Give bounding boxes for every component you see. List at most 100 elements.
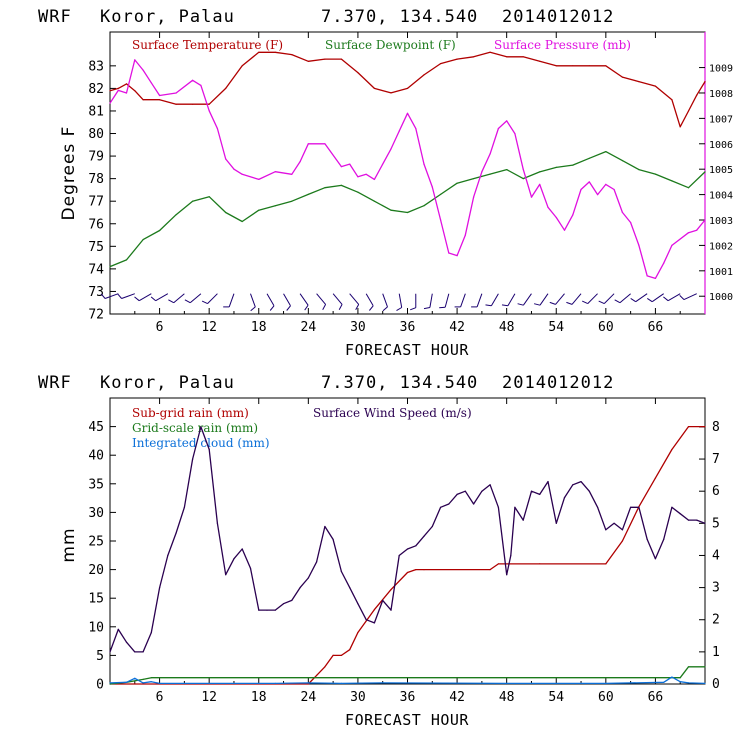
data-point-surface-wind-speed-m-s <box>687 519 690 521</box>
data-point-surface-dewpoint-f <box>142 239 144 241</box>
y-tick-label: 10 <box>88 620 104 635</box>
x-tick-label: 12 <box>201 320 217 335</box>
wind-barb-shaft <box>382 293 388 308</box>
data-point-surface-wind-speed-m-s <box>630 506 632 508</box>
data-point-surface-dewpoint-f <box>489 173 491 175</box>
data-point-sub-grid-rain-mm <box>605 563 607 565</box>
data-point-integrated-cloud-mm <box>142 682 144 684</box>
data-point-surface-wind-speed-m-s <box>506 574 508 576</box>
data-point-sub-grid-rain-mm <box>415 569 417 571</box>
y-tick-label: 5 <box>96 649 104 664</box>
data-point-surface-pressure-mb <box>473 196 475 198</box>
series-line-surface-pressure-mb <box>109 59 706 280</box>
wind-barb-flag <box>250 306 256 312</box>
wind-barb <box>150 293 169 302</box>
wind-barb-shaft <box>619 293 631 304</box>
data-point-surface-wind-speed-m-s <box>646 538 648 541</box>
data-point-surface-pressure-mb <box>530 196 533 198</box>
data-point-surface-wind-speed-m-s <box>109 651 111 653</box>
data-point-sub-grid-rain-mm <box>704 426 706 428</box>
wind-barb-flag <box>439 306 446 309</box>
data-point-sub-grid-rain-mm <box>687 426 690 428</box>
header-location: Koror, Palau <box>100 373 235 393</box>
series-line-sub-grid-rain-mm <box>110 425 705 685</box>
data-point-surface-temperature-f <box>638 81 640 83</box>
data-point-surface-wind-speed-m-s <box>340 570 342 573</box>
data-point-integrated-cloud-mm <box>671 676 673 678</box>
x-tick-label: 18 <box>251 320 267 335</box>
wind-barb-shaft <box>299 293 309 306</box>
data-point-surface-wind-speed-m-s <box>456 493 458 495</box>
wind-barb <box>679 293 697 301</box>
wind-barb-flag <box>598 300 605 305</box>
data-point-surface-temperature-f <box>291 54 293 56</box>
data-point-surface-dewpoint-f <box>539 171 541 173</box>
data-point-surface-wind-speed-m-s <box>167 554 169 557</box>
y-tick-label: 81 <box>88 104 104 119</box>
data-point-surface-temperature-f <box>109 90 111 92</box>
data-point-surface-wind-speed-m-s <box>316 561 318 563</box>
data-point-surface-dewpoint-f <box>307 193 309 195</box>
wind-barb <box>332 293 343 310</box>
y-tick-label: 79 <box>88 150 104 165</box>
wind-barb-flag <box>117 293 122 299</box>
data-point-surface-dewpoint-f <box>473 178 475 180</box>
wind-barb <box>100 293 119 299</box>
wind-barb-flag <box>501 304 508 307</box>
x-tick-label: 6 <box>156 690 164 705</box>
y2-tick-label: 1009 <box>709 64 733 75</box>
data-point-surface-dewpoint-f <box>704 171 706 173</box>
data-point-surface-temperature-f <box>225 87 227 89</box>
wind-barb-shaft <box>490 293 499 307</box>
wind-barb-flag <box>100 293 106 299</box>
data-point-sub-grid-rain-mm <box>349 649 351 651</box>
data-point-integrated-cloud-mm <box>382 682 384 684</box>
data-point-surface-pressure-mb <box>464 234 466 236</box>
y-axis-title: Degrees F <box>59 126 79 221</box>
data-point-surface-wind-speed-m-s <box>580 481 582 483</box>
legend-pressure: Surface Pressure (mb) <box>494 38 631 52</box>
header-init: 2014012012 <box>502 7 614 27</box>
data-point-surface-temperature-f <box>159 99 161 101</box>
data-point-surface-pressure-mb <box>390 148 392 150</box>
data-point-surface-pressure-mb <box>539 183 541 185</box>
wind-barb-flag <box>150 296 157 302</box>
data-point-integrated-cloud-mm <box>506 682 508 685</box>
data-point-surface-temperature-f <box>621 76 624 78</box>
data-point-surface-dewpoint-f <box>109 266 111 268</box>
data-point-surface-temperature-f <box>506 56 508 58</box>
wind-barb <box>201 293 218 305</box>
wind-barb-shaft <box>476 293 483 308</box>
data-point-surface-pressure-mb <box>357 176 359 178</box>
x-axis-ticks: 6 12 18 24 30 36 42 48 54 60 66 <box>134 32 681 335</box>
wind-barb-shaft <box>138 293 152 302</box>
data-point-surface-wind-speed-m-s <box>233 558 235 560</box>
data-point-surface-wind-speed-m-s <box>431 525 433 528</box>
data-point-surface-pressure-mb <box>406 112 409 114</box>
data-point-surface-pressure-mb <box>423 163 425 165</box>
data-point-surface-wind-speed-m-s <box>208 448 210 450</box>
data-point-surface-temperature-f <box>208 103 210 105</box>
data-point-surface-pressure-mb <box>440 219 442 221</box>
y2-tick-label: 1001 <box>709 267 733 278</box>
x-axis-title: FORECAST HOUR <box>345 341 469 359</box>
data-point-surface-pressure-mb <box>225 158 227 160</box>
data-point-surface-pressure-mb <box>605 183 607 185</box>
data-point-surface-pressure-mb <box>588 181 590 183</box>
wind-barb-shaft <box>571 293 582 305</box>
data-point-surface-wind-speed-m-s <box>605 529 607 531</box>
wind-barb <box>647 293 664 303</box>
data-point-surface-pressure-mb <box>646 275 648 277</box>
data-point-surface-pressure-mb <box>192 79 194 81</box>
data-point-surface-temperature-f <box>390 92 392 94</box>
data-point-surface-temperature-f <box>704 81 706 83</box>
data-point-surface-wind-speed-m-s <box>522 519 524 521</box>
data-point-surface-pressure-mb <box>216 127 218 130</box>
data-point-surface-pressure-mb <box>563 229 566 231</box>
data-point-surface-wind-speed-m-s <box>497 506 499 508</box>
x-tick-label: 36 <box>400 320 416 335</box>
data-point-surface-temperature-f <box>539 60 541 62</box>
series-line-surface-wind-speed-m-s <box>109 426 706 653</box>
wind-barb-flag <box>355 304 360 310</box>
y-tick-label: 73 <box>88 285 104 300</box>
